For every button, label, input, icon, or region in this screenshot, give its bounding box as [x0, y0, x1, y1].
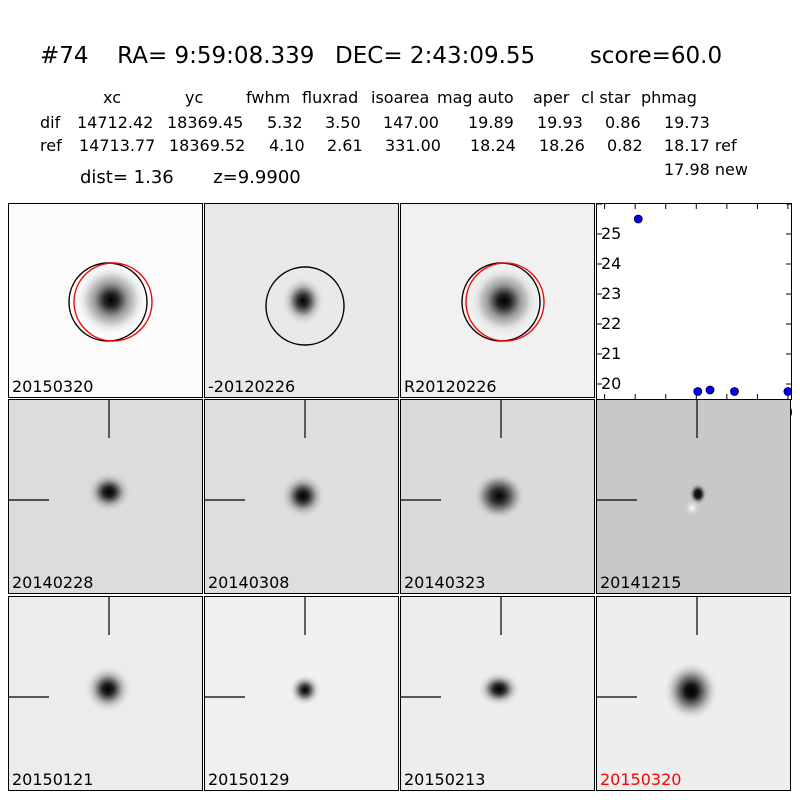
- stamp-image: [205, 204, 398, 397]
- stamp-image: [597, 400, 790, 593]
- y-tick-label: 23: [601, 284, 622, 303]
- col-header-isoarea: isoarea: [371, 88, 430, 107]
- col-header-fwhm: fwhm: [246, 88, 291, 107]
- data-point: [705, 385, 715, 395]
- red-aperture-circle: [73, 262, 153, 342]
- dif-phmag: 19.73: [664, 113, 710, 132]
- stamp-date-label: 20150129: [208, 770, 290, 789]
- ref-isoarea: 331.00: [385, 136, 441, 155]
- dif-fwhm: 5.32: [267, 113, 303, 132]
- stamp-panel: 20140323: [400, 399, 595, 594]
- stamp-date-label: 20150213: [404, 770, 486, 789]
- stamp-panel: -20120226: [204, 203, 399, 398]
- stamp-image: [401, 597, 594, 790]
- black-aperture-circle: [265, 266, 345, 346]
- stamp-date-label: R20120226: [404, 377, 497, 396]
- stamp-date-label: 20140228: [12, 573, 94, 592]
- y-tick-label: 21: [601, 344, 622, 363]
- stamp-image: [401, 204, 594, 397]
- y-tick-label: 24: [601, 254, 622, 273]
- stamp-panel: 20150320: [8, 203, 203, 398]
- dif-aper: 19.93: [537, 113, 583, 132]
- data-point: [693, 387, 703, 396]
- row-label-ref: ref: [40, 136, 62, 155]
- stamp-panel: 20140228: [8, 399, 203, 594]
- stamp-date-label: -20120226: [208, 377, 296, 396]
- stamp-date-label: 20150320: [12, 377, 94, 396]
- dist-value: dist= 1.36: [80, 167, 174, 188]
- stamp-panel: 20141215: [596, 399, 791, 594]
- dif-cl-star: 0.86: [605, 113, 641, 132]
- stamp-image: [9, 204, 202, 397]
- col-header-cl-star: cl star: [581, 88, 631, 107]
- ref-fwhm: 4.10: [269, 136, 305, 155]
- stamp-image: [401, 400, 594, 593]
- y-tick-label: 20: [601, 374, 622, 393]
- col-header-fluxrad: fluxrad: [302, 88, 359, 107]
- z-value: z=9.9900: [213, 167, 301, 188]
- col-header-yc: yc: [185, 88, 204, 107]
- stamp-date-label: 20150320: [600, 770, 682, 789]
- stamp-date-label: 20140323: [404, 573, 486, 592]
- candidate-id: #74: [40, 43, 89, 69]
- ref-aper: 18.26: [539, 136, 585, 155]
- col-header-phmag: phmag: [641, 88, 697, 107]
- data-point: [730, 387, 739, 396]
- light-curve-svg: [597, 203, 793, 399]
- row-label-dif: dif: [40, 113, 61, 132]
- ref-phmag: 18.17 ref: [664, 136, 737, 155]
- data-point: [633, 214, 643, 224]
- ref-xc: 14713.77: [79, 136, 156, 155]
- stamp-date-label: 20140308: [208, 573, 290, 592]
- candidate-title: #74 RA= 9:59:08.339 DEC= 2:43:09.55 scor…: [40, 40, 722, 72]
- col-header-aper: aper: [533, 88, 570, 107]
- stamp-panel: 20150213: [400, 596, 595, 791]
- ref-fluxrad: 2.61: [327, 136, 363, 155]
- dif-yc: 18369.45: [167, 113, 244, 132]
- stamp-date-label: 20141215: [600, 573, 682, 592]
- ra-value: RA= 9:59:08.339: [117, 43, 315, 69]
- col-header-mag-auto: mag auto: [437, 88, 514, 107]
- dif-fluxrad: 3.50: [325, 113, 361, 132]
- stamp-panel: 20140308: [204, 399, 399, 594]
- dec-value: DEC= 2:43:09.55: [335, 43, 536, 69]
- dif-isoarea: 147.00: [383, 113, 439, 132]
- stamp-image: [9, 597, 202, 790]
- data-point: [783, 387, 793, 396]
- stamp-panel: 20150121: [8, 596, 203, 791]
- stamp-image: [205, 400, 398, 593]
- red-aperture-circle: [465, 262, 545, 342]
- light-curve-plot: [596, 203, 793, 400]
- new-mag: 17.98 new: [664, 160, 748, 179]
- stamp-image: [205, 597, 398, 790]
- stamp-panel: 20150129: [204, 596, 399, 791]
- stamp-image: [9, 400, 202, 593]
- col-header-xc: xc: [103, 88, 121, 107]
- dif-xc: 14712.42: [77, 113, 154, 132]
- dist-z-line: dist= 1.36 z=9.9900: [80, 166, 301, 190]
- stamp-panel: 20150320: [596, 596, 791, 791]
- ref-mag-auto: 18.24: [470, 136, 516, 155]
- score-value: score=60.0: [589, 43, 723, 69]
- dif-mag-auto: 19.89: [468, 113, 514, 132]
- stamp-date-label: 20150121: [12, 770, 94, 789]
- stamp-panel: R20120226: [400, 203, 595, 398]
- stamp-image: [597, 597, 790, 790]
- y-tick-label: 25: [601, 224, 622, 243]
- y-tick-label: 22: [601, 314, 622, 333]
- ref-cl-star: 0.82: [607, 136, 643, 155]
- ref-yc: 18369.52: [169, 136, 246, 155]
